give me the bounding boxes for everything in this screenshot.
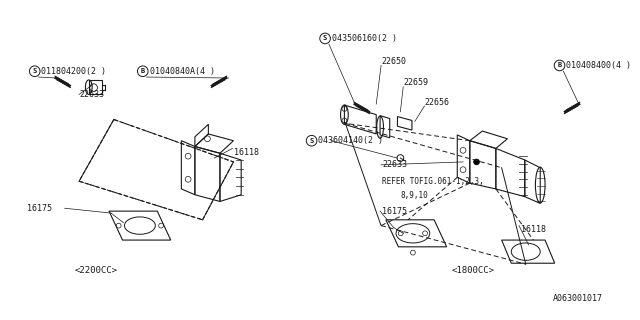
Text: 043604140(2 ): 043604140(2 )	[318, 136, 383, 145]
Text: B: B	[557, 62, 562, 68]
Text: REFER TOFIG.061-1,2,3,: REFER TOFIG.061-1,2,3,	[382, 177, 484, 186]
Text: S: S	[310, 138, 314, 144]
Text: 16118: 16118	[521, 225, 546, 234]
Text: 22650: 22650	[381, 57, 406, 66]
Text: S: S	[323, 36, 327, 42]
Text: 011804200(2 ): 011804200(2 )	[42, 67, 106, 76]
Text: A063001017: A063001017	[553, 294, 603, 303]
Text: 16175: 16175	[27, 204, 52, 213]
Text: B: B	[141, 68, 145, 74]
Text: <2200CC>: <2200CC>	[75, 267, 118, 276]
Text: 22656: 22656	[424, 98, 449, 107]
Text: 043506160(2 ): 043506160(2 )	[332, 34, 397, 43]
Text: 01040840A(4 ): 01040840A(4 )	[150, 67, 214, 76]
Text: 010408400(4 ): 010408400(4 )	[566, 61, 631, 70]
Text: 22659: 22659	[403, 78, 428, 87]
Text: 8,9,10: 8,9,10	[401, 191, 428, 200]
Circle shape	[474, 159, 479, 165]
Text: 16175: 16175	[382, 207, 407, 216]
Text: 22633: 22633	[382, 160, 407, 169]
Text: S: S	[33, 68, 37, 74]
Text: 16118: 16118	[234, 148, 259, 157]
Text: <1800CC>: <1800CC>	[451, 267, 494, 276]
Text: 22633: 22633	[79, 90, 104, 99]
